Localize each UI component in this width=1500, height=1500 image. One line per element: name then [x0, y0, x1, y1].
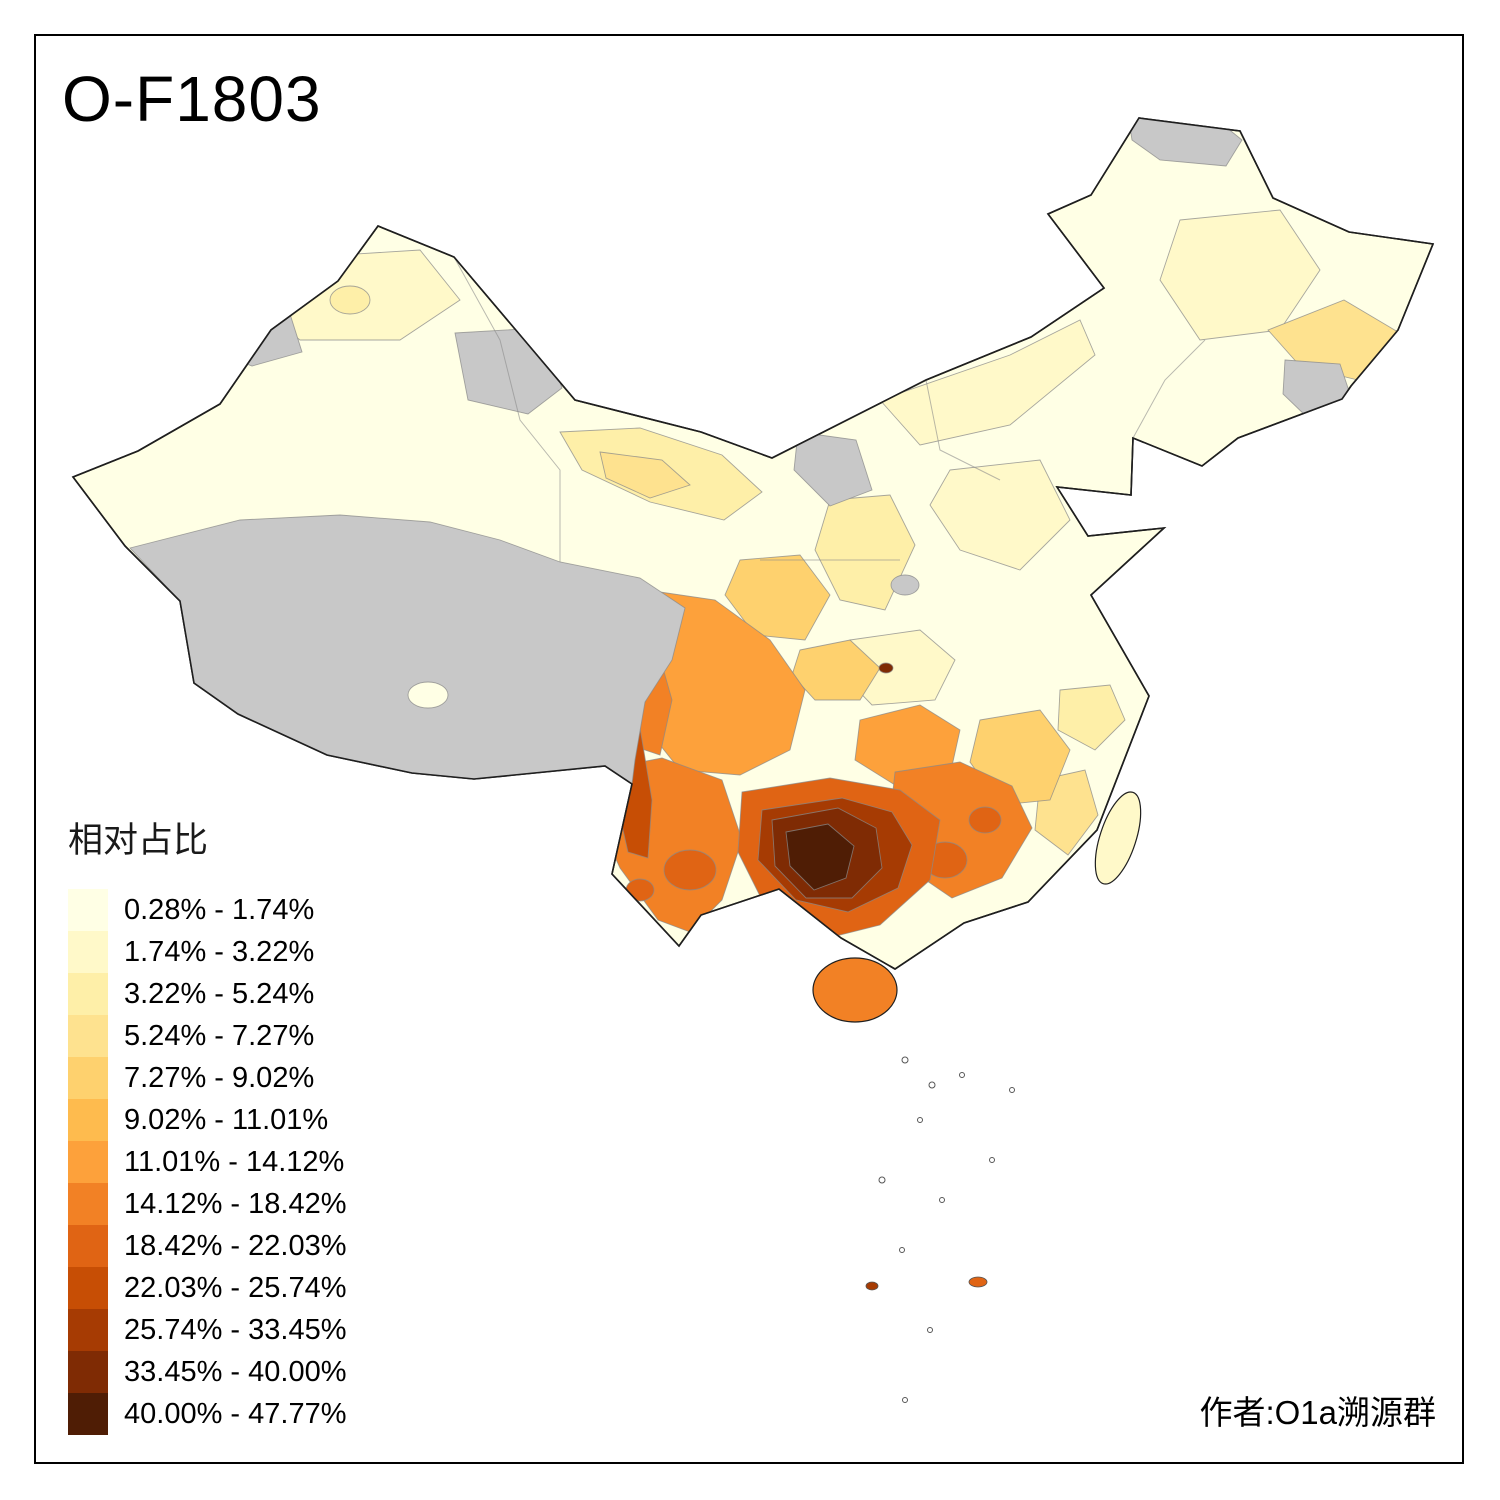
legend-label-4: 5.24% - 7.27% [124, 1020, 315, 1052]
province-border-lines [453, 256, 1206, 562]
map-region-islet-orange [968, 1276, 988, 1288]
legend-swatch-9 [68, 1225, 108, 1267]
legend-label-12: 33.45% - 40.00% [124, 1356, 347, 1388]
legend-row-2: 1.74% - 3.22% [68, 931, 346, 973]
legend-label-5: 7.27% - 9.02% [124, 1062, 315, 1094]
map-region-guangdong-spot-b [968, 806, 1002, 834]
attribution-text: 作者:O1a溯源群 [1199, 1394, 1436, 1431]
legend-label-11: 25.74% - 33.45% [124, 1314, 347, 1346]
map-region-taiwan-island [1094, 791, 1142, 885]
legend-title: 相对占比 [68, 821, 209, 860]
south-china-sea-islets [878, 1056, 1015, 1403]
national-boundary-outline [71, 117, 1435, 970]
legend-label-7: 11.01% - 14.12% [124, 1146, 345, 1178]
map-region-zhejiang [1057, 684, 1126, 751]
legend-row-9: 18.42% - 22.03% [68, 1225, 346, 1267]
legend-swatch-13 [68, 1393, 108, 1435]
map-region-gansu-inner [599, 451, 691, 499]
legend-row-3: 3.22% - 5.24% [68, 973, 346, 1015]
map-region-guizhou-guangxi-darkest [785, 823, 855, 891]
legend-label-6: 9.02% - 11.01% [124, 1104, 329, 1136]
legend-row-12: 33.45% - 40.00% [68, 1351, 346, 1393]
legend-row-6: 9.02% - 11.01% [68, 1099, 346, 1141]
map-region-xinjiang-spot [329, 285, 371, 315]
map-region-islet-dark [865, 1281, 879, 1291]
map-region-chongqing-dark-dot [878, 662, 894, 674]
map-region-pale-spot-in-nodata [407, 681, 449, 709]
map-region-north-china [929, 459, 1071, 571]
legend-swatch-12 [68, 1351, 108, 1393]
map-region-hainan-island [812, 957, 898, 1023]
map-region-shanxi [814, 494, 916, 611]
legend-row-8: 14.12% - 18.42% [68, 1183, 346, 1225]
legend-label-2: 1.74% - 3.22% [124, 936, 315, 968]
legend-swatch-6 [68, 1099, 108, 1141]
legend-row-13: 40.00% - 47.77% [68, 1393, 346, 1435]
map-region-shaanxi-south [724, 554, 831, 641]
legend-swatch-7 [68, 1141, 108, 1183]
map-region-inner-mongolia [879, 319, 1096, 446]
legend-swatch-8 [68, 1183, 108, 1225]
legend-label-13: 40.00% - 47.77% [124, 1398, 347, 1430]
legend-swatch-3 [68, 973, 108, 1015]
page-title: O-F1803 [62, 63, 322, 135]
map-legend: 相对占比 0.28% - 1.74% 1.74% - 3.22% 3.22% - 5… [68, 812, 346, 1435]
legend-row-7: 11.01% - 14.12% [68, 1141, 346, 1183]
legend-swatch-4 [68, 1015, 108, 1057]
legend-label-10: 22.03% - 25.74% [124, 1272, 347, 1304]
map-region-nodata-alxa [793, 431, 873, 507]
legend-row-10: 22.03% - 25.74% [68, 1267, 346, 1309]
legend-row-5: 7.27% - 9.02% [68, 1057, 346, 1099]
legend-label-1: 0.28% - 1.74% [124, 894, 315, 926]
legend-swatch-10 [68, 1267, 108, 1309]
legend-swatch-1 [68, 889, 108, 931]
legend-swatch-2 [68, 931, 108, 973]
map-region-yunnan-spot-a [663, 849, 717, 891]
legend-row-11: 25.74% - 33.45% [68, 1309, 346, 1351]
legend-swatch-11 [68, 1309, 108, 1351]
legend-label-9: 18.42% - 22.03% [124, 1230, 347, 1262]
legend-swatch-5 [68, 1057, 108, 1099]
legend-label-3: 3.22% - 5.24% [124, 978, 315, 1010]
map-region-nodata-ningxia [890, 574, 920, 596]
legend-label-8: 14.12% - 18.42% [124, 1188, 347, 1220]
plot-frame [34, 34, 1464, 1464]
legend-rows: 0.28% - 1.74% 1.74% - 3.22% 3.22% - 5.24% 5… [68, 889, 346, 1435]
legend-row-4: 5.24% - 7.27% [68, 1015, 346, 1057]
legend-row-1: 0.28% - 1.74% [68, 889, 346, 931]
map-region-yunnan-spot-b [625, 878, 655, 902]
